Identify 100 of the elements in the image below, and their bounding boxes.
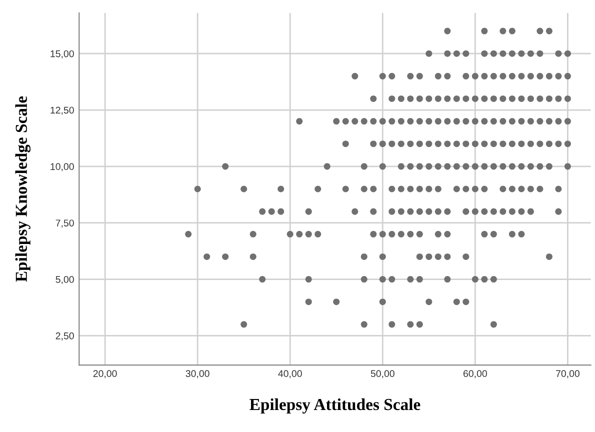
point: [472, 186, 478, 192]
point: [407, 230, 414, 238]
point: [434, 140, 442, 148]
point: [481, 230, 488, 238]
point: [370, 140, 377, 148]
point: [426, 186, 432, 192]
point: [444, 276, 451, 283]
point: [518, 118, 525, 125]
point: [204, 253, 210, 260]
point: [536, 140, 544, 148]
point: [564, 50, 571, 57]
point: [472, 72, 478, 80]
point: [518, 140, 525, 148]
point: [416, 186, 423, 192]
point: [490, 118, 497, 125]
point: [462, 186, 470, 192]
point: [546, 253, 552, 260]
point: [490, 276, 497, 283]
point: [426, 50, 432, 57]
point: [416, 321, 423, 328]
point: [555, 50, 562, 57]
point: [527, 186, 534, 192]
point: [536, 72, 544, 80]
point: [434, 230, 442, 238]
point: [434, 72, 442, 80]
point: [388, 208, 396, 215]
point: [416, 72, 423, 80]
point: [250, 253, 256, 260]
point: [500, 140, 506, 148]
point: [434, 186, 442, 192]
point: [546, 118, 552, 125]
point: [426, 253, 432, 260]
point: [379, 140, 386, 148]
x-axis-title: Epilepsy Attitudes Scale: [250, 398, 420, 414]
point: [500, 50, 506, 57]
point: [472, 163, 478, 170]
point: [527, 163, 534, 170]
point: [352, 118, 358, 125]
point: [462, 163, 470, 170]
point: [426, 140, 432, 148]
point: [481, 95, 488, 102]
point: [462, 72, 470, 80]
point: [490, 230, 497, 238]
point: [268, 208, 275, 215]
point: [398, 230, 404, 238]
point: [388, 72, 396, 80]
point: [398, 140, 404, 148]
x-tick-label: 60,00: [464, 370, 487, 378]
point: [388, 321, 396, 328]
y-tick-label: 2,50: [56, 332, 74, 340]
y-tick-label: 7,50: [56, 220, 74, 228]
point: [388, 230, 396, 238]
point: [481, 208, 488, 215]
point: [342, 118, 349, 125]
point: [462, 253, 470, 260]
point: [388, 276, 396, 283]
point: [546, 28, 552, 34]
point: [388, 186, 396, 192]
point: [564, 95, 571, 102]
point: [398, 95, 404, 102]
point: [444, 230, 451, 238]
point: [518, 230, 525, 238]
point: [444, 72, 451, 80]
point: [472, 95, 478, 102]
point: [481, 140, 488, 148]
point: [527, 72, 534, 80]
x-tick-label: 20,00: [93, 370, 117, 378]
point: [416, 163, 423, 170]
point: [490, 140, 497, 148]
point: [407, 118, 414, 125]
point: [379, 230, 386, 238]
point: [426, 163, 432, 170]
point: [481, 276, 488, 283]
point: [564, 140, 571, 148]
point: [250, 230, 256, 238]
point: [500, 208, 506, 215]
point: [518, 95, 525, 102]
point: [472, 140, 478, 148]
point: [222, 253, 229, 260]
point: [305, 208, 312, 215]
point: [416, 208, 423, 215]
point: [564, 72, 571, 80]
point: [278, 186, 284, 192]
point: [407, 140, 414, 148]
point: [314, 230, 322, 238]
point: [508, 118, 516, 125]
point: [314, 186, 322, 192]
point: [555, 95, 562, 102]
point: [536, 28, 544, 34]
point: [416, 230, 423, 238]
point: [536, 186, 544, 192]
point: [434, 95, 442, 102]
point: [434, 118, 442, 125]
point: [259, 208, 266, 215]
y-axis-title: Epilepsy Knowledge Scale: [15, 96, 31, 282]
point: [333, 118, 340, 125]
y-tick-label: 15,00: [50, 50, 74, 58]
point: [416, 95, 423, 102]
point: [370, 118, 377, 125]
point: [527, 208, 534, 215]
